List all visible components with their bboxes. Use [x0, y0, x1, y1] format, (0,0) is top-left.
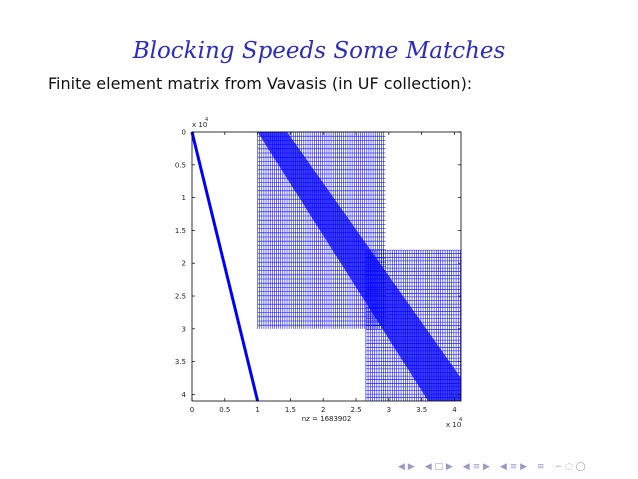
x-multiplier-exponent: 4 — [459, 417, 462, 423]
axes-frame — [191, 131, 462, 402]
x-tick-label: 0.5 — [219, 406, 230, 414]
nav-search-icon[interactable]: ∽ ◌ ◯ — [554, 462, 586, 472]
y-tick-label: 0 — [182, 129, 186, 137]
x-tick-label: 2.5 — [350, 406, 361, 414]
x-tick-label: 1 — [255, 406, 259, 414]
x-axis-label: nz = 1683902 — [302, 415, 352, 423]
nav-document-icon[interactable]: ◀ ≡ ▶ — [499, 462, 528, 472]
x-tick-label: 3 — [387, 406, 391, 414]
slide-title: Blocking Speeds Some Matches — [132, 38, 506, 64]
y-tick-label: 3 — [182, 325, 186, 333]
beamer-navigation: ◀ ▶ ◀ □ ▶ ◀ ≡ ▶ ◀ ≡ ▶ ≡ ∽ ◌ ◯ — [398, 462, 586, 472]
y-tick-label: 1 — [182, 194, 186, 202]
nav-section-icon[interactable]: ◀ ≡ ▶ — [462, 462, 490, 472]
y-multiplier-exponent: 4 — [205, 117, 208, 123]
x-tick-label: 3.5 — [416, 406, 427, 414]
y-tick-label: 1.5 — [175, 227, 186, 235]
y-tick-label: 2 — [182, 260, 186, 268]
slide-subtitle: Finite element matrix from Vavasis (in U… — [48, 74, 473, 93]
diagonal-line — [190, 131, 260, 402]
y-tick-label: 0.5 — [175, 161, 186, 169]
y-tick-label: 2.5 — [175, 293, 186, 301]
diagonal-dense-band — [257, 132, 461, 401]
y-multiplier: x 10 — [192, 121, 207, 129]
nav-frame-icon[interactable]: ◀ ▶ — [398, 462, 415, 472]
x-tick-label: 1.5 — [285, 406, 296, 414]
x-multiplier: x 10 — [446, 421, 461, 429]
y-tick-label: 4 — [182, 391, 187, 399]
x-tick-label: 2 — [321, 406, 325, 414]
y-tick-label: 3.5 — [175, 358, 186, 366]
x-tick-label: 0 — [190, 406, 194, 414]
nav-appendix-icon[interactable]: ≡ — [537, 462, 545, 472]
nav-subsection-icon[interactable]: ◀ □ ▶ — [424, 462, 453, 472]
x-tick-label: 4 — [452, 406, 457, 414]
